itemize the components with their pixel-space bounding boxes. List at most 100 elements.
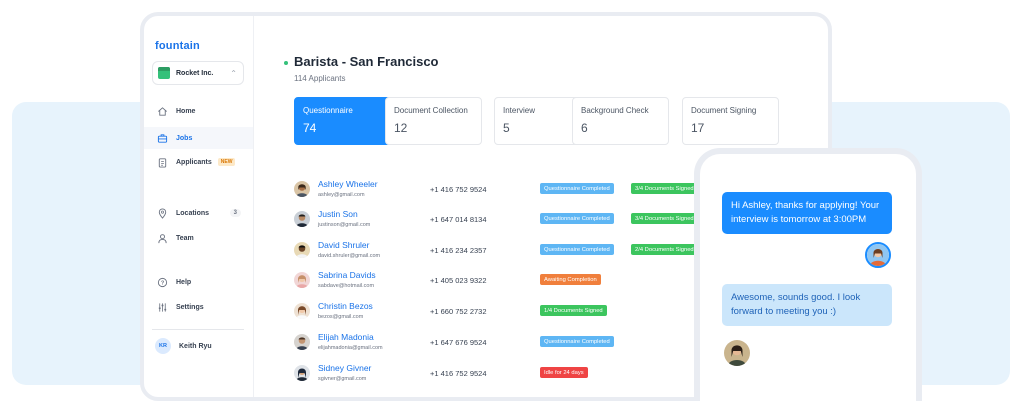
table-row[interactable]: Sabrina Davids sabdave@hotmail.com +1 40… <box>292 267 712 295</box>
sidebar-item-label: Settings <box>176 303 204 311</box>
table-row[interactable]: Justin Son justinson@gmail.com +1 647 01… <box>292 206 712 234</box>
applicant-phone: +1 416 234 2357 <box>430 246 487 255</box>
status-badge: Questionnaire Completed <box>540 183 614 194</box>
status-badge: 3/4 Documents Signed <box>631 183 698 194</box>
applicant-name[interactable]: Elijah Madonia <box>318 332 374 342</box>
sidebar-item-locations[interactable]: Locations 3 <box>144 202 253 224</box>
applicant-email: sgivner@gmail.com <box>318 376 367 382</box>
sidebar-item-team[interactable]: Team <box>144 227 253 249</box>
company-name: Rocket Inc. <box>176 69 214 77</box>
avatar <box>294 334 310 350</box>
sidebar-item-jobs[interactable]: Jobs <box>144 127 253 149</box>
sidebar: fountain Rocket Inc. ⌃ Home Jobs Applica… <box>144 16 254 397</box>
user-name: Keith Ryu <box>179 342 212 350</box>
table-row[interactable]: Christin Bezos bezos@gmail.com +1 660 75… <box>292 298 712 326</box>
table-row[interactable]: David Shruler david.shruler@gmail.com +1… <box>292 237 712 265</box>
location-pin-icon <box>158 208 167 219</box>
table-row[interactable]: Ashley Wheeler ashley@gmail.com +1 416 7… <box>292 176 712 204</box>
applicant-email: sabdave@hotmail.com <box>318 283 375 289</box>
stage-count: 74 <box>303 121 317 135</box>
applicant-email: elijahmadonia@gmail.com <box>318 345 383 351</box>
applicant-phone: +1 405 023 9322 <box>430 276 487 285</box>
sidebar-item-help[interactable]: ? Help <box>144 271 253 293</box>
avatar <box>724 340 750 366</box>
fountain-logo: fountain <box>155 40 200 52</box>
stage-name: Document Collection <box>394 106 468 115</box>
avatar <box>294 303 310 319</box>
sidebar-item-home[interactable]: Home <box>144 100 253 122</box>
table-row[interactable]: Elijah Madonia elijahmadonia@gmail.com +… <box>292 329 712 357</box>
applicant-phone: +1 416 752 9524 <box>430 185 487 194</box>
status-badge: Questionnaire Completed <box>540 336 614 347</box>
status-badge: Questionnaire Completed <box>540 213 614 224</box>
status-badge: 1/4 Documents Signed <box>540 305 607 316</box>
status-badge: Idle for 24 days <box>540 367 588 378</box>
stage-name: Document Signing <box>691 106 757 115</box>
sidebar-item-label: Home <box>176 107 196 115</box>
avatar <box>865 242 891 268</box>
applicant-name[interactable]: Sabrina Davids <box>318 270 376 280</box>
stage-card-background-check[interactable]: Background Check 6 <box>572 97 669 145</box>
avatar <box>294 365 310 381</box>
help-icon: ? <box>157 277 168 287</box>
sidebar-item-applicants[interactable]: Applicants NEW <box>144 151 253 173</box>
stage-count: 6 <box>581 121 588 135</box>
applicant-name[interactable]: Ashley Wheeler <box>318 179 378 189</box>
applicant-name[interactable]: Christin Bezos <box>318 301 373 311</box>
chevron-up-icon: ⌃ <box>230 69 237 78</box>
stage-name: Interview <box>503 106 536 115</box>
stage-count: 12 <box>394 121 408 135</box>
applicant-email: justinson@gmail.com <box>318 222 371 228</box>
company-logo-icon <box>158 67 170 79</box>
status-badge: Questionnaire Completed <box>540 244 614 255</box>
stage-card-document-collection[interactable]: Document Collection 12 <box>385 97 482 145</box>
applicant-email: david.shruler@gmail.com <box>318 253 381 259</box>
applicant-phone: +1 416 752 9524 <box>430 369 487 378</box>
svg-text:?: ? <box>161 280 165 286</box>
stage-count: 5 <box>503 121 510 135</box>
sidebar-item-label: Help <box>176 278 192 286</box>
sidebar-item-label: Jobs <box>176 134 193 142</box>
locations-count-badge: 3 <box>229 209 241 217</box>
sidebar-item-settings[interactable]: Settings <box>144 296 253 318</box>
sidebar-item-label: Locations <box>176 209 210 217</box>
phone-chat-mockup: Hi Ashley, thanks for applying! Your int… <box>694 148 922 401</box>
stage-card-document-signing[interactable]: Document Signing 17 <box>682 97 779 145</box>
sliders-icon <box>158 302 167 312</box>
applicant-name[interactable]: David Shruler <box>318 240 370 250</box>
page-title: Barista - San Francisco <box>294 54 439 69</box>
table-row[interactable]: Sidney Givner sgivner@gmail.com +1 416 7… <box>292 360 712 388</box>
applicant-phone: +1 647 014 8134 <box>430 215 487 224</box>
avatar <box>294 242 310 258</box>
applicant-name[interactable]: Sidney Givner <box>318 363 372 373</box>
job-status-dot <box>284 61 288 65</box>
briefcase-icon <box>157 133 168 143</box>
applicant-name[interactable]: Justin Son <box>318 209 358 219</box>
stage-name: Background Check <box>581 106 649 115</box>
chat-message-received: Awesome, sounds good. I look forward to … <box>722 284 892 326</box>
avatar: KR <box>155 338 171 354</box>
home-icon <box>158 106 167 116</box>
sidebar-item-label: Team <box>176 234 194 242</box>
applicant-email: ashley@gmail.com <box>318 192 365 198</box>
avatar <box>294 211 310 227</box>
user-icon <box>158 233 167 243</box>
status-badge: Awaiting Completion <box>540 274 601 285</box>
sidebar-item-label: Applicants <box>176 158 212 166</box>
new-badge: NEW <box>217 158 236 166</box>
stage-card-questionnaire[interactable]: Questionnaire 74 <box>294 97 391 145</box>
company-switcher[interactable]: Rocket Inc. ⌃ <box>152 61 244 85</box>
clipboard-icon <box>158 157 167 168</box>
status-badge: 3/4 Documents Signed <box>631 213 698 224</box>
applicant-email: bezos@gmail.com <box>318 314 364 320</box>
applicant-count: 114 Applicants <box>294 74 346 83</box>
applicant-phone: +1 660 752 2732 <box>430 307 487 316</box>
stage-name: Questionnaire <box>303 106 353 115</box>
stage-count: 17 <box>691 121 705 135</box>
applicant-phone: +1 647 676 9524 <box>430 338 487 347</box>
user-profile[interactable]: KR Keith Ryu <box>155 338 212 354</box>
status-badge: 2/4 Documents Signed <box>631 244 698 255</box>
avatar <box>294 272 310 288</box>
chat-message-sent: Hi Ashley, thanks for applying! Your int… <box>722 192 892 234</box>
sidebar-divider <box>152 329 244 330</box>
